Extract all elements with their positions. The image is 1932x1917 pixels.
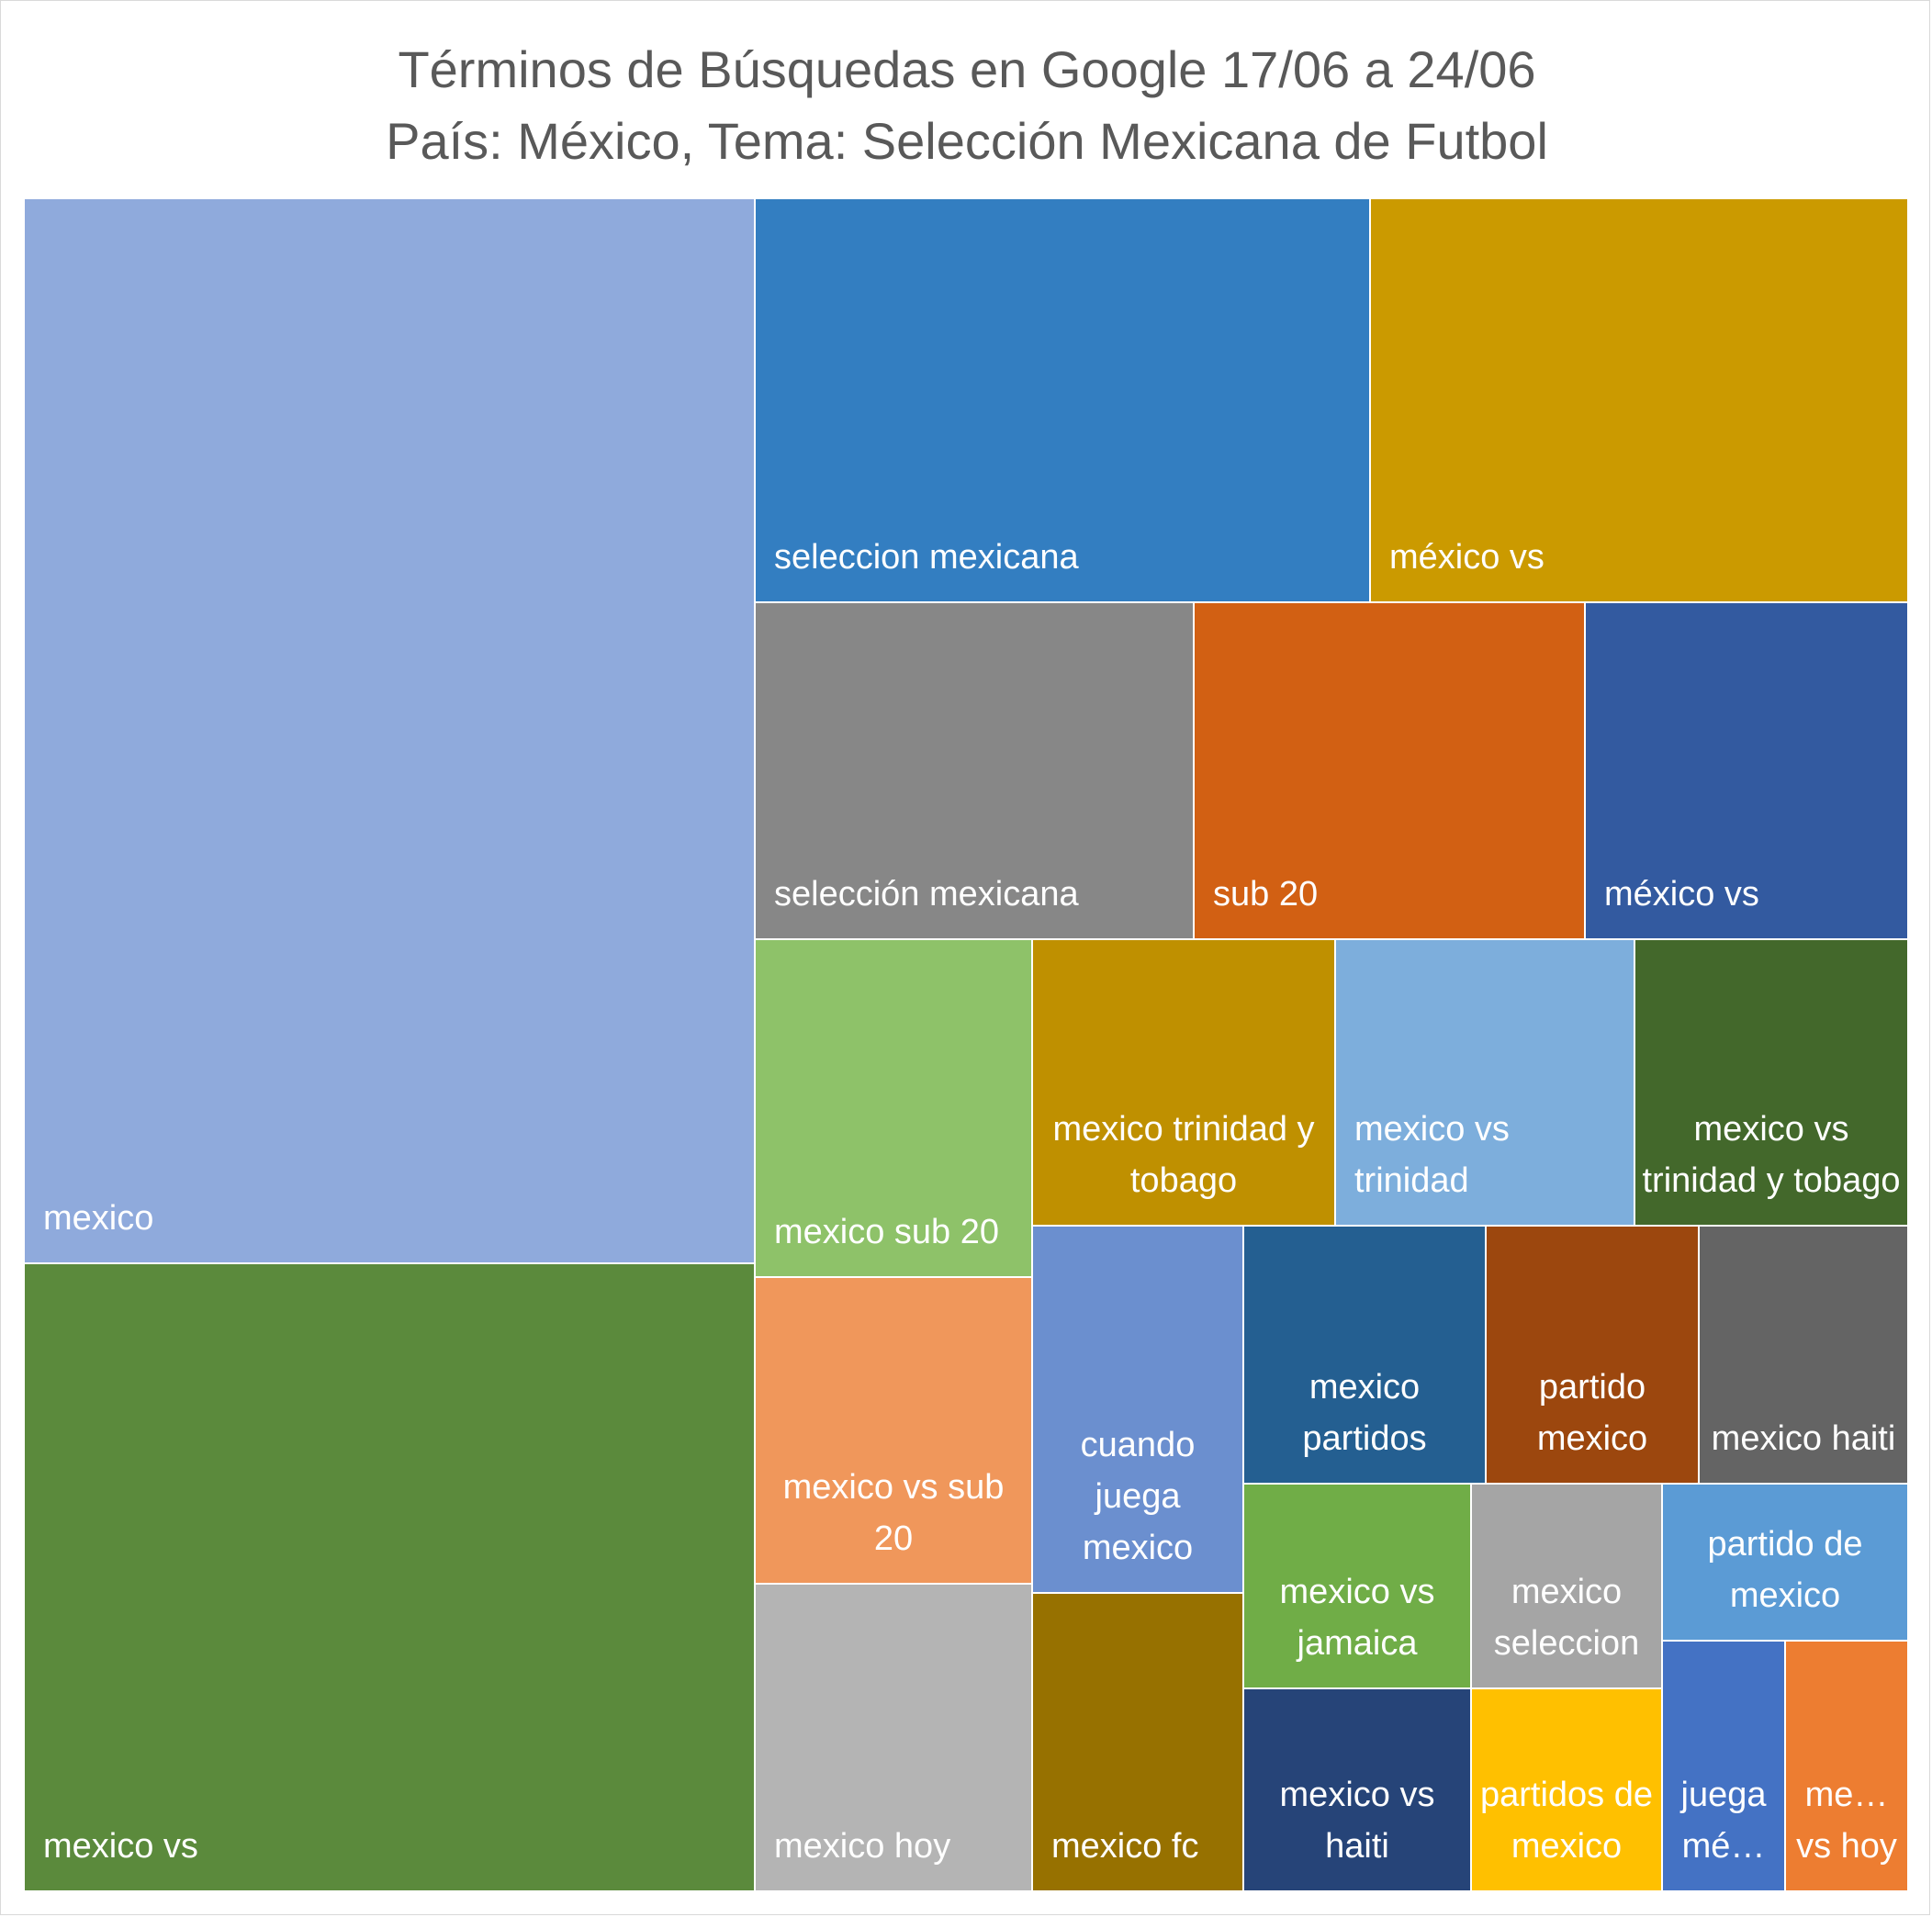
treemap-cell[interactable]: mexico vs trinidad y tobago [1635,940,1909,1227]
treemap-cell-label: partido de mexico [1707,1525,1863,1615]
treemap-cell-label: méxico vs [1604,875,1759,914]
treemap-cell[interactable]: juega mé… [1663,1642,1786,1892]
treemap-cell-label: selección mexicana [774,875,1079,914]
treemap-cell-label: juega mé… [1680,1776,1767,1866]
treemap-cell-label: seleccion mexicana [774,538,1079,577]
treemap-cell[interactable]: partido mexico [1487,1227,1700,1485]
treemap-cell[interactable]: cuando juega mexico [1033,1227,1244,1594]
treemap-cell[interactable]: mexico vs sub 20 [756,1278,1033,1585]
treemap-cell-label: mexico partidos [1302,1368,1427,1458]
treemap-cell-label: mexico vs [43,1827,198,1866]
treemap-cell[interactable]: partidos de mexico [1472,1689,1663,1892]
treemap-cell[interactable]: mexico vs jamaica [1244,1485,1472,1689]
treemap-cell[interactable]: méxico vs [1371,199,1909,603]
treemap-cell[interactable]: selección mexicana [756,603,1195,940]
treemap-cell[interactable]: mexico trinidad y tobago [1033,940,1336,1227]
treemap-plot-area: mexico mexico vs seleccion mexicana méxico … [25,199,1909,1892]
treemap-cell[interactable]: seleccion mexicana [756,199,1371,603]
treemap-cell[interactable]: mexico [25,199,756,1264]
treemap-cell-label: mexico seleccion [1493,1573,1640,1663]
treemap-cell[interactable]: mexico fc [1033,1594,1244,1892]
treemap-cell-label: mexico vs trinidad [1354,1110,1510,1200]
treemap-cell[interactable]: mexico sub 20 [756,940,1033,1278]
treemap-cell[interactable]: mexico haiti [1700,1227,1909,1485]
treemap-cell-label: mexico vs haiti [1279,1776,1435,1866]
treemap-cell-label: partido mexico [1536,1368,1648,1458]
treemap-cell-label: partidos de mexico [1479,1776,1653,1866]
treemap-cell[interactable]: mexico vs [25,1264,756,1892]
treemap-cell-label: me… vs hoy [1796,1776,1897,1866]
treemap-cell-label: mexico haiti [1711,1419,1896,1458]
treemap-cell[interactable]: mexico vs trinidad [1336,940,1635,1227]
treemap-cell[interactable]: mexico partidos [1244,1227,1487,1485]
treemap-cell-label: mexico [43,1199,154,1238]
treemap-cell[interactable]: méxico vs [1586,603,1909,940]
chart-subtitle: País: México, Tema: Selección Mexicana d… [386,112,1548,170]
treemap-cell-label: mexico sub 20 [774,1213,1000,1251]
treemap-cell[interactable]: me… vs hoy [1786,1642,1909,1892]
treemap-cell-label: sub 20 [1213,875,1319,914]
treemap-cell-label: mexico trinidad y tobago [1052,1110,1315,1200]
treemap-cell-label: cuando juega mexico [1080,1426,1196,1567]
treemap-cell[interactable]: mexico seleccion [1472,1485,1663,1689]
treemap-cell[interactable]: partido de mexico [1663,1485,1909,1642]
treemap-cell-label: mexico vs trinidad y tobago [1642,1110,1901,1200]
treemap-cell-label: méxico vs [1389,538,1544,577]
chart-title: Términos de Búsquedas en Google 17/06 a … [398,40,1536,98]
treemap-cell[interactable]: mexico hoy [756,1585,1033,1892]
treemap-cell-label: mexico vs sub 20 [782,1468,1005,1558]
treemap-cell-label: mexico fc [1051,1827,1199,1866]
treemap-cell[interactable]: mexico vs haiti [1244,1689,1472,1892]
treemap-cell-label: mexico hoy [774,1827,951,1866]
treemap-cell-label: mexico vs jamaica [1279,1573,1435,1663]
treemap-cell[interactable]: sub 20 [1195,603,1586,940]
